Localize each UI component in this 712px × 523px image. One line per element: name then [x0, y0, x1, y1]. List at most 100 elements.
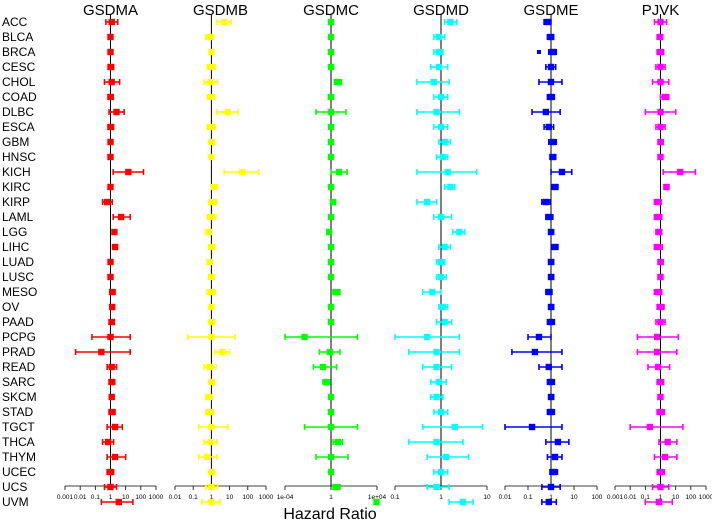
cancer-label-meso: MESO	[2, 285, 37, 299]
hr-point	[423, 198, 431, 206]
forest-row-ov	[438, 303, 449, 311]
hr-point	[657, 138, 664, 146]
forest-row-brca	[656, 48, 665, 56]
x-tick-label: 10	[483, 494, 491, 501]
forest-row-gbm	[107, 138, 114, 146]
hr-point	[657, 78, 664, 86]
forest-row-skcm	[429, 393, 444, 401]
forest-row-kich	[112, 168, 145, 176]
x-tick-label: 10	[226, 494, 234, 501]
forest-row-uvm	[201, 498, 221, 506]
forest-row-ov	[327, 303, 335, 311]
forest-row-lusc	[107, 273, 114, 281]
hr-point	[441, 243, 448, 251]
panel-title: GSDMD	[413, 2, 469, 19]
hr-point	[444, 168, 451, 176]
hr-point	[205, 228, 212, 236]
hr-point	[437, 93, 445, 101]
x-tick-label: 100	[685, 494, 696, 501]
hr-point	[107, 48, 114, 56]
x-tick-label: 0.1	[390, 494, 399, 501]
forest-row-kirp	[101, 198, 114, 206]
x-tick-label: 1	[109, 494, 113, 501]
forest-row-uvm	[541, 498, 558, 506]
forest-row-paad	[207, 318, 216, 326]
hr-point	[107, 183, 114, 191]
hr-point	[208, 138, 215, 146]
forest-row-paad	[435, 318, 453, 326]
hr-point	[653, 348, 661, 356]
forest-row-skcm	[327, 393, 335, 401]
forest-row-stad	[546, 408, 556, 416]
forest-row-lusc	[547, 273, 555, 281]
forest-row-gbm	[438, 138, 452, 146]
hr-point	[327, 63, 335, 71]
hr-point	[657, 318, 664, 326]
forest-row-laml	[433, 213, 453, 221]
hr-point	[208, 483, 215, 491]
hr-point	[558, 168, 566, 176]
forest-row-acc	[443, 18, 458, 26]
forest-row-paad	[655, 318, 666, 326]
hr-point	[108, 408, 115, 416]
forest-row-chol	[416, 78, 450, 86]
hr-point	[657, 393, 664, 401]
hr-point	[547, 273, 555, 281]
hr-point	[547, 63, 555, 71]
hr-point	[329, 198, 337, 206]
hr-point	[437, 273, 445, 281]
hr-point	[547, 33, 555, 41]
cancer-label-lgg: LGG	[2, 225, 27, 239]
forest-row-acc	[653, 18, 668, 26]
hr-point	[435, 48, 443, 56]
forest-row-kirc	[443, 183, 456, 191]
hr-point	[104, 438, 112, 446]
cancer-label-sarc: SARC	[2, 375, 36, 389]
forest-row-coad	[107, 93, 114, 101]
forest-row-brca	[433, 48, 444, 56]
forest-row-lusc	[435, 273, 448, 281]
hr-point	[208, 318, 215, 326]
hr-point	[441, 318, 448, 326]
hr-point	[206, 258, 213, 266]
forest-row-prad	[318, 348, 341, 356]
hr-point	[433, 483, 440, 491]
forest-row-tgct	[303, 423, 359, 431]
hr-point	[108, 318, 115, 326]
forest-row-hnsc	[549, 153, 557, 161]
forest-row-kirp	[541, 198, 551, 206]
hr-point	[327, 33, 335, 41]
forest-row-meso	[545, 288, 553, 296]
forest-row-luad	[206, 258, 213, 266]
forest-row-ov	[208, 303, 215, 311]
forest-row-skcm	[547, 393, 555, 401]
forest-row-acc	[216, 18, 232, 26]
hr-point	[206, 33, 213, 41]
forest-row-lihc	[653, 243, 664, 251]
hr-point	[542, 108, 550, 116]
forest-row-prad	[511, 348, 563, 356]
x-tick-label: 0.01	[169, 494, 182, 501]
forest-row-gbm	[547, 138, 558, 146]
forest-row-coad	[206, 93, 216, 101]
hr-point	[107, 93, 114, 101]
cancer-label-lihc: LIHC	[2, 240, 30, 254]
forest-row-prad	[636, 348, 678, 356]
cancer-label-read: READ	[2, 360, 36, 374]
hr-point	[373, 498, 380, 506]
cancer-label-luad: LUAD	[2, 255, 34, 269]
cancer-label-kirc: KIRC	[2, 180, 31, 194]
hr-point	[204, 453, 211, 461]
hr-point	[327, 183, 335, 191]
hr-point	[655, 228, 663, 236]
hr-point	[439, 303, 447, 311]
cancer-label-paad: PAAD	[2, 315, 34, 329]
hr-point	[327, 453, 335, 461]
forest-row-prad	[408, 348, 461, 356]
extra-point	[536, 50, 541, 54]
cancer-label-thym: THYM	[2, 450, 36, 464]
forest-row-dlbc	[416, 108, 461, 116]
hr-point	[663, 183, 670, 191]
forest-row-kirp	[416, 198, 438, 206]
hr-point	[208, 48, 215, 56]
